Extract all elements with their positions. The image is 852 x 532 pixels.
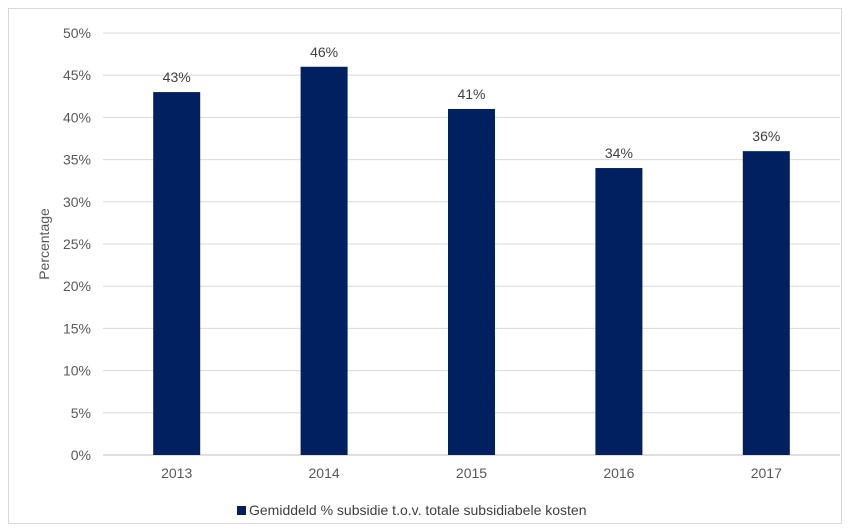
legend-swatch <box>237 506 246 515</box>
legend: Gemiddeld % subsidie t.o.v. totale subsi… <box>237 502 587 518</box>
y-tick-label: 50% <box>63 25 91 41</box>
data-label-2016: 34% <box>605 145 633 161</box>
y-tick-label: 40% <box>63 109 91 125</box>
data-label-2015: 41% <box>457 86 485 102</box>
y-tick-label: 5% <box>71 405 91 421</box>
data-label-2014: 46% <box>310 44 338 60</box>
data-label-2013: 43% <box>163 69 191 85</box>
bar-2014 <box>300 66 348 455</box>
x-tick-label-2014: 2014 <box>309 465 340 481</box>
legend-label: Gemiddeld % subsidie t.o.v. totale subsi… <box>249 502 587 518</box>
bar-2016 <box>595 168 643 456</box>
bar-2017 <box>742 151 790 455</box>
data-label-2017: 36% <box>752 128 780 144</box>
y-tick-label: 10% <box>63 363 91 379</box>
y-tick-label: 30% <box>63 194 91 210</box>
bar-2015 <box>448 108 495 456</box>
x-tick-label-2013: 2013 <box>161 465 192 481</box>
x-tick-label-2015: 2015 <box>456 465 487 481</box>
y-tick-label: 0% <box>71 447 91 463</box>
chart-frame <box>8 8 842 524</box>
x-tick-label-2016: 2016 <box>603 465 634 481</box>
y-tick-label: 35% <box>63 152 91 168</box>
y-tick-label: 45% <box>63 67 91 83</box>
bar-2013 <box>153 92 201 455</box>
y-tick-label: 20% <box>63 278 91 294</box>
bars <box>153 66 790 456</box>
y-axis-title: Percentage <box>36 208 52 280</box>
y-tick-labels: 0% 5% 10% 15% 20% 25% 30% 35% 40% 45% 50% <box>63 25 91 463</box>
x-tick-label-2017: 2017 <box>751 465 782 481</box>
data-labels: 43% 46% 41% 34% 36% <box>163 44 781 161</box>
y-tick-label: 25% <box>63 236 91 252</box>
y-tick-label: 15% <box>63 320 91 336</box>
x-tick-labels: 2013 2014 2015 2016 2017 <box>161 465 782 481</box>
